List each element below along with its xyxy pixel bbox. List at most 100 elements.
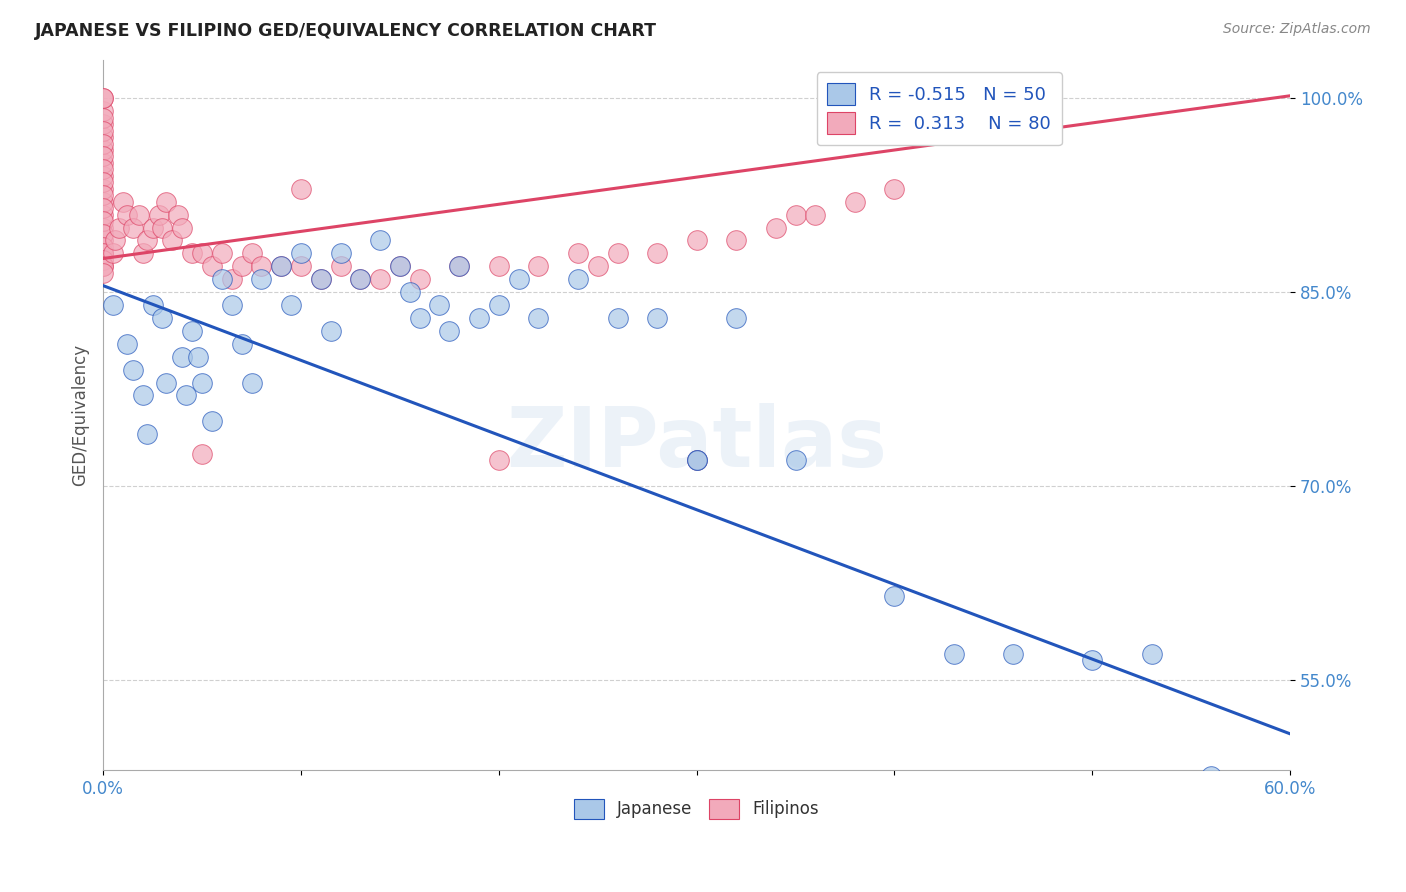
Point [101,298,124,312]
Legend: Japanese, Filipinos: Japanese, Filipinos [567,792,825,826]
Point [91,111,114,125]
Point [152,310,174,325]
Point [408,310,430,325]
Point [388,259,411,273]
Point [250,259,273,273]
Point [280,298,302,312]
Point [488,298,510,312]
Point [91,175,114,189]
Point [135,427,157,442]
Point [191,246,214,260]
Point [115,208,138,222]
Point [91,201,114,215]
Point [567,246,589,260]
Point [201,259,224,273]
Point [91,91,114,105]
Point [240,376,263,390]
Point [135,234,157,248]
Point [439,324,461,338]
Point [349,272,371,286]
Point [121,362,143,376]
Point [91,246,114,260]
Point [108,220,131,235]
Point [645,310,668,325]
Point [131,246,153,260]
Point [468,310,491,325]
Point [221,298,243,312]
Point [1002,647,1025,661]
Point [429,298,451,312]
Point [586,259,609,273]
Point [645,246,668,260]
Point [1081,653,1104,667]
Point [142,220,165,235]
Point [606,310,628,325]
Point [240,246,263,260]
Point [231,259,253,273]
Point [148,208,170,222]
Point [1140,647,1163,661]
Point [685,453,707,467]
Point [567,272,589,286]
Point [91,104,114,119]
Point [91,194,114,209]
Point [91,91,114,105]
Point [606,246,628,260]
Point [91,259,114,273]
Point [201,414,224,428]
Point [162,234,184,248]
Point [508,272,530,286]
Point [488,453,510,467]
Point [725,234,748,248]
Text: Source: ZipAtlas.com: Source: ZipAtlas.com [1223,22,1371,37]
Point [449,259,471,273]
Point [91,220,114,235]
Point [368,272,391,286]
Point [349,272,371,286]
Point [883,589,905,603]
Point [398,285,420,299]
Point [91,266,114,280]
Point [309,272,332,286]
Point [527,259,550,273]
Point [290,182,312,196]
Point [270,259,292,273]
Point [152,220,174,235]
Point [155,376,177,390]
Point [1199,769,1222,783]
Point [172,220,194,235]
Point [131,388,153,402]
Point [91,214,114,228]
Point [765,220,787,235]
Point [91,182,114,196]
Point [128,208,150,222]
Point [91,136,114,151]
Point [725,310,748,325]
Point [408,272,430,286]
Point [91,188,114,202]
Point [290,246,312,260]
Point [488,259,510,273]
Point [91,240,114,254]
Point [181,246,204,260]
Point [449,259,471,273]
Point [91,252,114,267]
Point [91,162,114,177]
Point [804,208,827,222]
Point [221,272,243,286]
Point [844,194,866,209]
Point [91,130,114,145]
Point [101,246,124,260]
Point [231,336,253,351]
Point [883,182,905,196]
Point [91,246,114,260]
Point [329,246,352,260]
Point [527,310,550,325]
Point [211,246,233,260]
Point [191,376,214,390]
Point [155,194,177,209]
Point [91,143,114,157]
Point [91,227,114,241]
Point [211,272,233,286]
Point [91,259,114,273]
